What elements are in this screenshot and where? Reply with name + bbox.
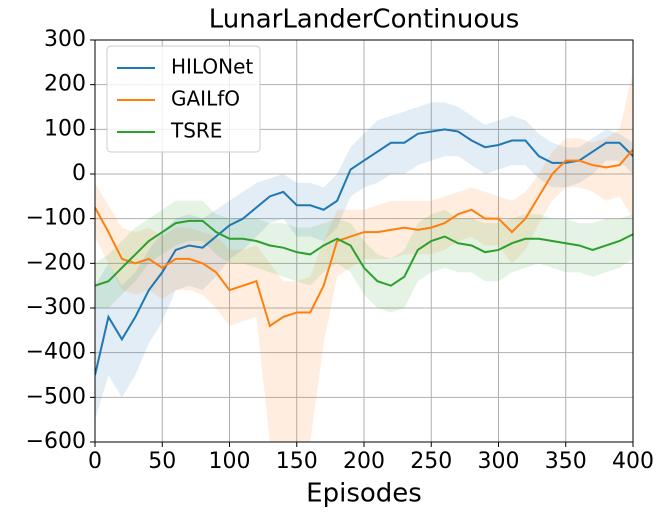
y-tick-label: −300 <box>26 295 86 320</box>
y-tick-label: −600 <box>26 429 86 454</box>
x-tick-label: 150 <box>276 449 318 474</box>
y-tick-label: 300 <box>44 27 86 52</box>
x-tick-label: 300 <box>478 449 520 474</box>
plot-frame <box>94 39 634 443</box>
confidence-band <box>95 200 633 313</box>
plot-area <box>95 71 633 442</box>
legend-label: GAILfO <box>171 87 240 111</box>
x-tick-label: 50 <box>148 449 176 474</box>
line-series <box>95 128 633 376</box>
confidence-band <box>95 71 633 442</box>
y-tick-label: 0 <box>72 161 86 186</box>
confidence-band <box>95 102 633 420</box>
x-tick-label: 350 <box>545 449 587 474</box>
line-series <box>95 148 633 328</box>
legend-label: TSRE <box>170 119 222 143</box>
chart-title: LunarLanderContinuous <box>209 5 520 35</box>
y-tick-label: −500 <box>26 384 86 409</box>
x-tick-label: 0 <box>88 449 102 474</box>
x-tick-label: 400 <box>612 449 654 474</box>
y-tick-label: 200 <box>44 72 86 97</box>
x-axis-label: Episodes <box>306 479 422 509</box>
x-tick-label: 200 <box>343 449 385 474</box>
legend-label: HILONet <box>171 55 253 79</box>
y-tick-label: −400 <box>26 340 86 365</box>
legend-box <box>106 45 261 153</box>
y-tick-label: −200 <box>26 250 86 275</box>
y-tick-label: −100 <box>26 206 86 231</box>
x-tick-label: 250 <box>410 449 452 474</box>
x-tick-label: 100 <box>209 449 251 474</box>
y-tick-label: 100 <box>44 116 86 141</box>
line-series <box>95 219 633 287</box>
